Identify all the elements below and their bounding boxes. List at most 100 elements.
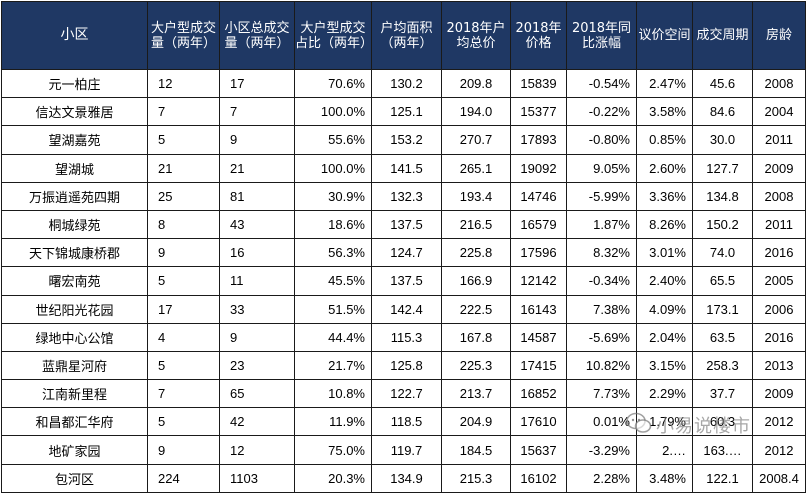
table-cell: 1103 [219, 463, 295, 493]
table-cell: 2016 [752, 322, 806, 352]
table-cell: 45.5% [294, 266, 372, 296]
table-cell: 132.3 [371, 181, 442, 211]
table-cell: 7 [147, 379, 220, 409]
table-cell: 153.2 [371, 125, 442, 155]
table-cell: 127.7 [692, 153, 753, 183]
row-label-cell: 望湖嘉苑 [1, 125, 148, 155]
table-cell: 5 [147, 407, 220, 437]
table-cell: 265.1 [441, 153, 511, 183]
table-cell: 30.0 [692, 125, 753, 155]
table-cell: 42 [219, 407, 295, 437]
table-cell: 1.79% [636, 407, 693, 437]
table-cell: 16 [219, 238, 295, 268]
table-row: 桐城绿苑 8 43 18.6% 137.5 216.5 16579 1.87% 8.26% 150… [1, 209, 806, 240]
table-cell: 16579 [510, 209, 567, 240]
table-row: 信达文景雅居 7 7 100.0% 125.1 194.0 15377 -0.22% 3.58%… [1, 97, 806, 127]
table-cell: 8 [147, 209, 220, 240]
table-cell: 7.73% [566, 379, 637, 409]
table-cell: -0.34% [566, 266, 637, 296]
table-cell: 56.3% [294, 238, 372, 268]
table-cell: 81 [219, 181, 295, 211]
table-cell: 225.3 [441, 350, 511, 381]
table-cell: 222.5 [441, 294, 511, 324]
table-cell: 12142 [510, 266, 567, 296]
table-cell: 3.01% [636, 238, 693, 268]
table-cell: 11 [219, 266, 295, 296]
table-cell: -5.69% [566, 322, 637, 352]
table-cell: 63.5 [692, 322, 753, 352]
table-cell: 8.26% [636, 209, 693, 240]
table-cell: 84.6 [692, 97, 753, 127]
table-cell: -0.54% [566, 68, 637, 99]
table-cell: 15377 [510, 97, 567, 127]
row-label-cell: 信达文景雅居 [1, 97, 148, 127]
row-label-cell: 江南新里程 [1, 379, 148, 409]
table-cell: 122.7 [371, 379, 442, 409]
table-cell: 194.0 [441, 97, 511, 127]
table-cell: 16102 [510, 463, 567, 493]
table-cell: 25 [147, 181, 220, 211]
table-cell: 163.… [692, 435, 753, 465]
table-cell: 130.2 [371, 68, 442, 99]
row-label-cell: 和昌都汇华府 [1, 407, 148, 437]
table-cell: 17 [147, 294, 220, 324]
table-cell: 75.0% [294, 435, 372, 465]
table-cell: 137.5 [371, 209, 442, 240]
table-cell: 141.5 [371, 153, 442, 183]
table-cell: 18.6% [294, 209, 372, 240]
table-cell: 115.3 [371, 322, 442, 352]
table-cell: 70.6% [294, 68, 372, 99]
table-cell: 16143 [510, 294, 567, 324]
table-cell: 8.32% [566, 238, 637, 268]
table-cell: 2004 [752, 97, 806, 127]
table-cell: 17893 [510, 125, 567, 155]
column-header: 大户型成交占比（两年） [294, 1, 372, 70]
table-cell: 2.29% [636, 379, 693, 409]
table-cell: 137.5 [371, 266, 442, 296]
table-cell: 17415 [510, 350, 567, 381]
table-cell: 19092 [510, 153, 567, 183]
table-cell: 37.7 [692, 379, 753, 409]
table-cell: 2.… [636, 435, 693, 465]
table-cell: 14587 [510, 322, 567, 352]
column-header: 户均面积（两年） [371, 1, 442, 70]
table-cell: 215.3 [441, 463, 511, 493]
table-cell: 44.4% [294, 322, 372, 352]
table-cell: 2.40% [636, 266, 693, 296]
table-cell: 9 [219, 322, 295, 352]
table-cell: 1.87% [566, 209, 637, 240]
row-label-cell: 望湖城 [1, 153, 148, 183]
table-cell: 65 [219, 379, 295, 409]
table-cell: 122.1 [692, 463, 753, 493]
table-cell: 167.8 [441, 322, 511, 352]
table-cell: 2.47% [636, 68, 693, 99]
column-header: 议价空间 [636, 1, 693, 70]
table-cell: 2016 [752, 238, 806, 268]
row-label-cell: 桐城绿苑 [1, 209, 148, 240]
table-cell: 4.09% [636, 294, 693, 324]
table-cell: 65.5 [692, 266, 753, 296]
table-row: 地矿家园 9 12 75.0% 119.7 184.5 15637 -3.29% 2.… 163.… [1, 435, 806, 465]
row-label-cell: 万振逍遥苑四期 [1, 181, 148, 211]
table-cell: 5 [147, 125, 220, 155]
table-cell: 7 [147, 97, 220, 127]
table-row: 元一柏庄 12 17 70.6% 130.2 209.8 15839 -0.54% 2.47% 4… [1, 68, 806, 99]
table-cell: 45.6 [692, 68, 753, 99]
table-cell: 213.7 [441, 379, 511, 409]
table-row: 包河区 224 1103 20.3% 134.9 215.3 16102 2.28% 3.48%… [1, 463, 806, 493]
table-cell: 224 [147, 463, 220, 493]
table-cell: 2.28% [566, 463, 637, 493]
table-cell: 0.85% [636, 125, 693, 155]
table-row: 望湖嘉苑 5 9 55.6% 153.2 270.7 17893 -0.80% 0.85% 30.… [1, 125, 806, 155]
table-cell: 2005 [752, 266, 806, 296]
table-cell: 100.0% [294, 153, 372, 183]
table-cell: 2008 [752, 181, 806, 211]
table-cell: 142.4 [371, 294, 442, 324]
table-cell: 11.9% [294, 407, 372, 437]
table-cell: 225.8 [441, 238, 511, 268]
table-row: 万振逍遥苑四期 25 81 30.9% 132.3 193.4 14746 -5.99% 3.3… [1, 181, 806, 211]
table-cell: 10.8% [294, 379, 372, 409]
row-label-cell: 天下锦城康桥郡 [1, 238, 148, 268]
table-cell: 150.2 [692, 209, 753, 240]
